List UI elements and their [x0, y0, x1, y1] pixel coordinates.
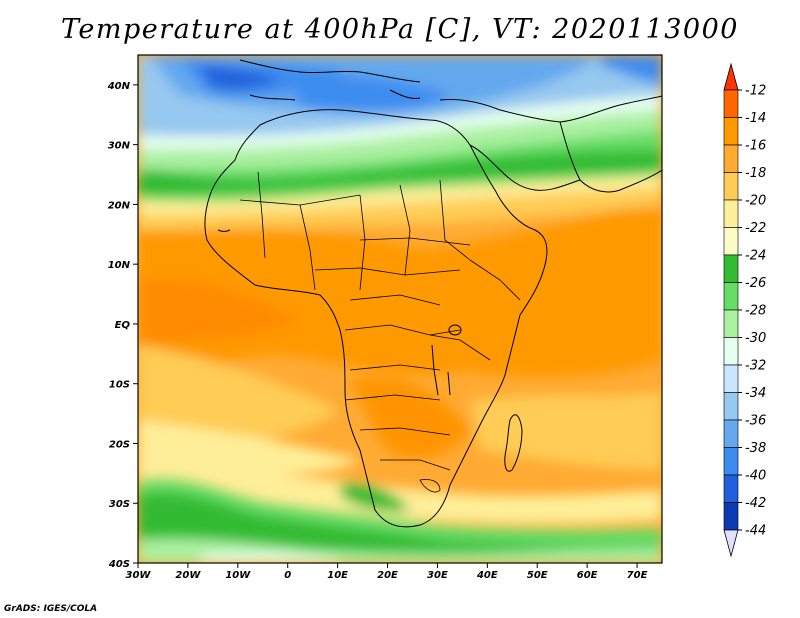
lon-tick-label: 30E: [427, 570, 448, 581]
colorbar-bottom-arrow: [723, 529, 739, 558]
colorbar-box: [723, 199, 739, 228]
colorbar-box: [723, 254, 739, 283]
colorbar-box: [723, 282, 739, 311]
colorbar-label: -26: [745, 276, 766, 291]
lon-tick-label: 10W: [225, 570, 251, 581]
colorbar-label: -16: [745, 139, 766, 154]
map-title: Temperature at 400hPa [C], VT: 202011300…: [61, 14, 739, 45]
colorbar-box: [723, 227, 739, 256]
colorbar-box: [723, 309, 739, 338]
lat-tick-label: 10S: [109, 380, 130, 391]
colorbar-box: [723, 337, 739, 366]
lon-tick-label: 40E: [476, 570, 498, 581]
colorbar-label: -38: [745, 441, 766, 456]
lat-tick-label: 20S: [109, 439, 130, 450]
colorbar-box: [723, 502, 739, 531]
colorbar-label: -14: [745, 111, 766, 126]
coastlines: [204, 59, 662, 528]
lon-tick-label: 20E: [377, 570, 398, 581]
lon-tick-label: 30W: [126, 570, 152, 581]
lat-tick-label: 30N: [108, 141, 131, 152]
credit-label: GrADS: IGES/COLA: [4, 604, 98, 614]
lat-tick-label: EQ: [115, 320, 131, 331]
colorbar-label: -24: [745, 249, 766, 264]
colorbar-label: -20: [745, 194, 766, 209]
colorbar-box: [723, 89, 739, 118]
colorbar-label: -28: [745, 304, 766, 319]
colorbar-label: -34: [745, 386, 766, 401]
lon-tick-label: 0: [284, 570, 291, 581]
country-borders: [239, 171, 521, 493]
colorbar-box: [723, 447, 739, 476]
lat-tick-label: 30S: [109, 499, 130, 510]
colorbar-box: [723, 392, 739, 421]
lat-tick-label: 20N: [108, 200, 131, 211]
colorbar-label: -32: [745, 359, 766, 374]
colorbar-label: -30: [745, 331, 766, 346]
colorbar-label: -22: [745, 221, 766, 236]
lat-tick-label: 40N: [107, 81, 131, 92]
colorbar-box: [723, 117, 739, 146]
map-frame: [137, 54, 663, 564]
latitude-axis: 40N 30N 20N 10N EQ 10S 20S 30S 40S: [107, 81, 138, 570]
colorbar-label: -44: [745, 524, 766, 539]
colorbar-box: [723, 172, 739, 201]
colorbar-label: -36: [745, 414, 766, 429]
lon-tick-label: 70E: [627, 570, 648, 581]
lon-tick-label: 60E: [577, 570, 598, 581]
colorbar-box: [723, 144, 739, 173]
colorbar-top-arrow: [723, 62, 739, 91]
longitude-axis: 30W 20W 10W 0 10E 20E 30E 40E 50E 60E 70E: [126, 563, 648, 581]
colorbar-box: [723, 419, 739, 448]
lakes: [217, 229, 462, 396]
colorbar-label: -42: [745, 496, 766, 511]
colorbar-box: [723, 474, 739, 503]
lat-tick-label: 40S: [108, 559, 130, 570]
lon-tick-label: 10E: [327, 570, 348, 581]
lat-tick-label: 10N: [108, 260, 131, 271]
lon-tick-label: 50E: [527, 570, 548, 581]
colorbar-label: -18: [745, 166, 766, 181]
colorbar-box: [723, 364, 739, 393]
lon-tick-label: 20W: [175, 570, 201, 581]
colorbar-label: -40: [745, 469, 766, 484]
temperature-field: [138, 55, 662, 563]
colorbar-label: -12: [745, 84, 766, 99]
